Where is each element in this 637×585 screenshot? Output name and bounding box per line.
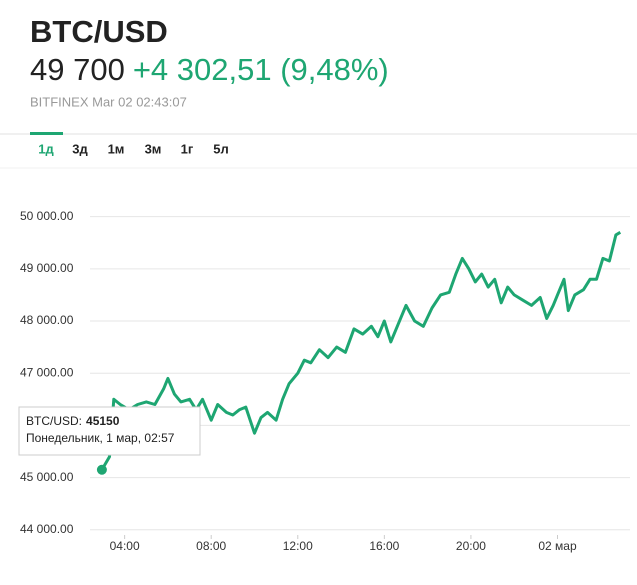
tab[interactable]: 1г (181, 141, 194, 156)
y-tick-label: 45 000.00 (20, 470, 74, 484)
tooltip: BTC/USD: 45150 Понедельник, 1 мар, 02:57 (18, 406, 201, 456)
x-tick-label: 16:00 (369, 539, 399, 553)
tooltip-box (18, 406, 201, 456)
tooltip-label: BTC/USD: (26, 414, 82, 428)
price-line: 49 700 +4 302,51 (9,48%) (30, 52, 389, 87)
x-tick-label: 08:00 (196, 539, 226, 553)
tab[interactable]: 5л (213, 141, 229, 156)
y-tick-label: 44 000.00 (20, 522, 74, 536)
y-tick-label: 49 000.00 (20, 261, 74, 275)
source: BITFINEX Mar 02 02:43:07 (30, 94, 187, 109)
tooltip-title: BTC/USD: 45150 (26, 414, 120, 428)
x-tick-label: 20:00 (456, 539, 486, 553)
x-tick-label: 12:00 (283, 539, 313, 553)
change: +4 302,51 (9,48%) (133, 52, 389, 87)
price-line (100, 231, 622, 471)
tab[interactable]: 1м (108, 141, 125, 156)
price: 49 700 (30, 52, 125, 87)
tab[interactable]: 3м (145, 141, 162, 156)
y-tick-label: 50 000.00 (20, 209, 74, 223)
tab-underline (30, 132, 63, 135)
tooltip-value: 45150 (86, 414, 120, 428)
y-tick-label: 47 000.00 (20, 365, 74, 379)
y-tick-label: 48 000.00 (20, 313, 74, 327)
hover-marker (96, 464, 107, 475)
tab[interactable]: 1д (38, 141, 54, 156)
tooltip-date: Понедельник, 1 мар, 02:57 (26, 431, 175, 445)
tab[interactable]: 3д (72, 141, 88, 156)
x-tick-label: 04:00 (110, 539, 140, 553)
tabs: 1д 3д 1м 3м 1г 5л (38, 141, 228, 156)
x-tick-label: 02 мар (538, 539, 577, 553)
symbol: BTC/USD (30, 14, 168, 49)
